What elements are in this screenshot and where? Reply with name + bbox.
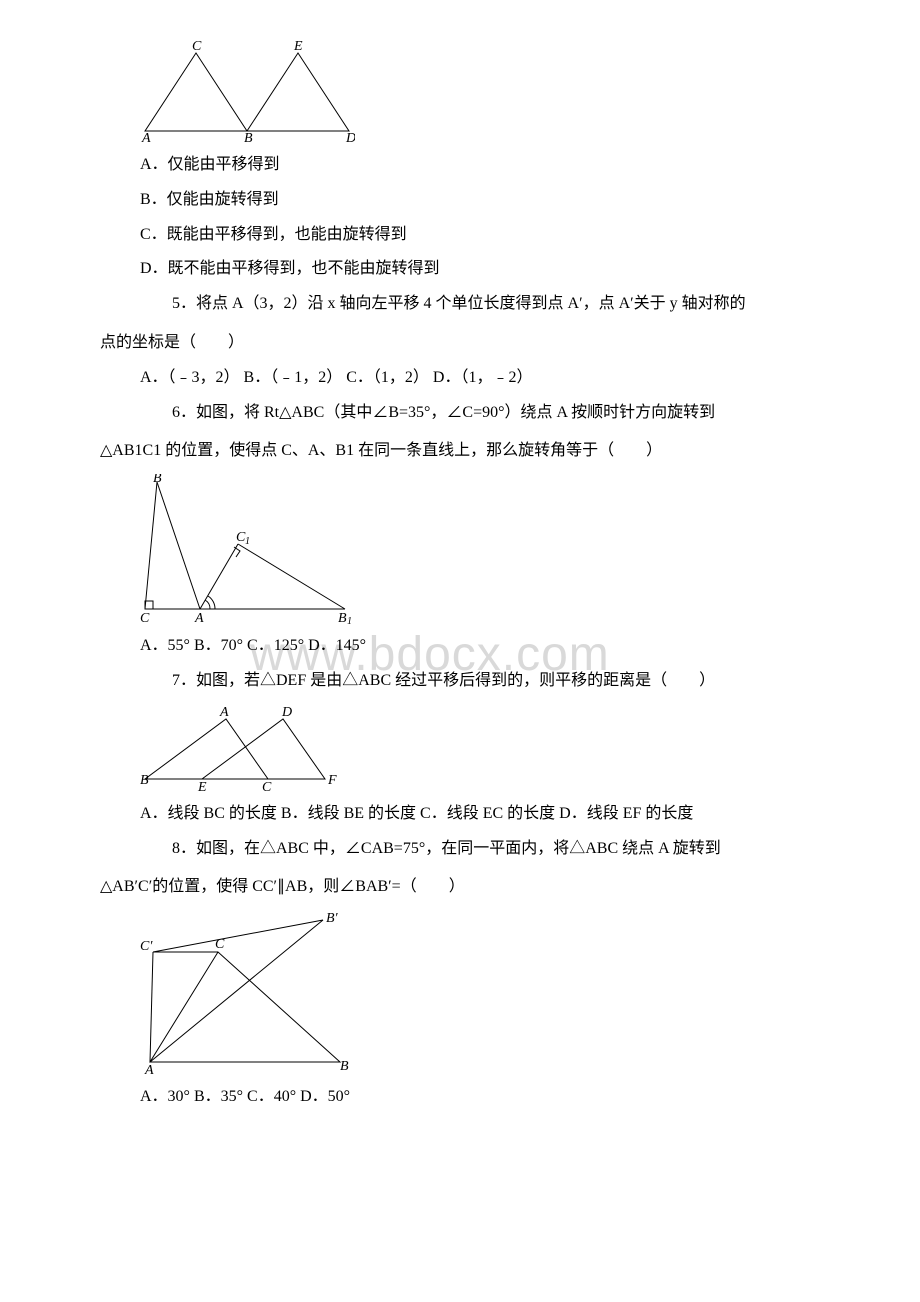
q8-options: A．30° B．35° C．40° D．50°: [140, 1083, 820, 1112]
label-B: B: [244, 131, 253, 143]
q6-text-a: 6．如图，将 Rt△ABC（其中∠B=35°，∠C=90°）绕点 A 按顺时针方…: [140, 399, 820, 428]
q7-options: A．线段 BC 的长度 B．线段 BE 的长度 C．线段 EC 的长度 D．线段…: [140, 800, 820, 829]
figure-q6: B C A B 1 C 1: [140, 474, 820, 624]
q5-options: A．（﹣3，2） B．（﹣1，2） C．（1，2） D．（1，﹣2）: [140, 364, 820, 393]
q4-option-D: D．既不能由平移得到，也不能由旋转得到: [140, 255, 820, 284]
q4-option-B: B．仅能由旋转得到: [140, 186, 820, 215]
label-B: B: [153, 474, 162, 486]
label-B: B: [340, 1059, 349, 1074]
label-C: C: [215, 937, 225, 952]
label-Cp: C′: [140, 939, 153, 954]
q8-text-a: 8．如图，在△ABC 中，∠CAB=75°，在同一平面内，将△ABC 绕点 A …: [140, 835, 820, 864]
label-C: C: [192, 39, 202, 54]
translation-svg: B E C F A D: [140, 704, 350, 792]
label-A: A: [141, 131, 151, 143]
label-D: D: [281, 705, 292, 720]
label-E: E: [197, 780, 207, 792]
q7-text: 7．如图，若△DEF 是由△ABC 经过平移后得到的，则平移的距离是（ ）: [140, 667, 820, 696]
q5-text-a: 5．将点 A（3，2）沿 x 轴向左平移 4 个单位长度得到点 A′，点 A′关…: [140, 290, 820, 319]
label-B: B: [140, 773, 149, 788]
label-C: C: [262, 780, 272, 792]
label-E: E: [293, 39, 303, 54]
label-B1-sub: 1: [347, 616, 352, 624]
label-C1-sub: 1: [245, 536, 250, 547]
rotation2-svg: A B C C′ B′: [140, 910, 365, 1075]
q8-text-b: △AB′C′的位置，使得 CC′∥AB，则∠BAB′=（ ）: [100, 873, 820, 902]
figure-q7: B E C F A D: [140, 704, 820, 792]
q4-option-A: A．仅能由平移得到: [140, 151, 820, 180]
label-A: A: [194, 611, 204, 624]
label-A: A: [219, 705, 229, 720]
q4-option-C: C．既能由平移得到，也能由旋转得到: [140, 221, 820, 250]
document-content: A B D C E A．仅能由平移得到 B．仅能由旋转得到 C．既能由平移得到，…: [100, 38, 820, 1112]
label-A: A: [144, 1063, 154, 1075]
figure-q4: A B D C E: [140, 38, 820, 143]
label-D: D: [345, 131, 355, 143]
q6-options: A．55° B．70° C．125° D．145°: [140, 632, 820, 661]
triangles-svg: A B D C E: [140, 38, 355, 143]
figure-q8: A B C C′ B′: [140, 910, 820, 1075]
label-C: C: [140, 611, 150, 624]
rotation-svg: B C A B 1 C 1: [140, 474, 355, 624]
q6-text-b: △AB1C1 的位置，使得点 C、A、B1 在同一条直线上，那么旋转角等于（ ）: [100, 437, 820, 466]
q5-text-b: 点的坐标是（ ）: [100, 329, 820, 358]
label-F: F: [327, 773, 337, 788]
label-Bp: B′: [326, 911, 339, 926]
label-B1: B: [338, 611, 347, 624]
